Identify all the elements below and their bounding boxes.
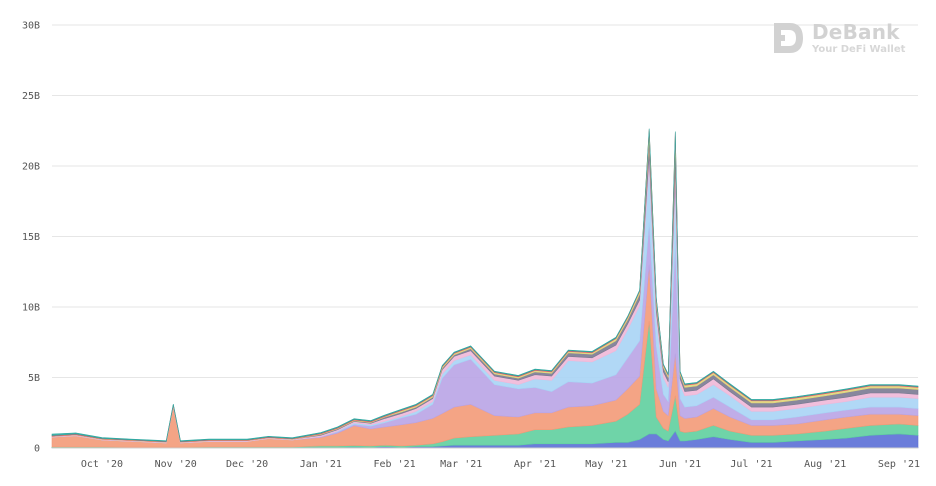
- brand-name: DeBank: [812, 19, 900, 44]
- x-tick-label: Jan '21: [300, 459, 342, 470]
- y-tick-label: 0: [34, 444, 40, 455]
- grid-lines: [52, 24, 918, 378]
- axis-group: 0 5B 10B 15B 20B 25B 30B Oct '20 Nov '20 Dec '20 J…: [22, 21, 920, 471]
- x-tick-label: Nov '20: [155, 459, 197, 470]
- x-tick-label: Jul '21: [730, 459, 772, 470]
- x-tick-label: Mar '21: [440, 459, 482, 470]
- x-tick-label: Dec '20: [226, 459, 268, 470]
- x-tick-label: Jun '21: [659, 459, 701, 470]
- y-tick-label: 15B: [22, 232, 40, 243]
- x-tick-label: Sep '21: [878, 459, 920, 470]
- x-tick-label: May '21: [585, 459, 627, 470]
- debank-watermark: DeBank Your DeFi Wallet: [772, 18, 912, 58]
- y-tick-label: 30B: [22, 21, 40, 32]
- area-series-group: [51, 128, 919, 449]
- y-tick-label: 25B: [22, 91, 40, 102]
- area-series-10: [51, 128, 919, 442]
- brand-tagline: Your DeFi Wallet: [812, 43, 906, 55]
- x-tick-label: Feb '21: [374, 459, 416, 470]
- brand-text: DeBank Your DeFi Wallet: [812, 22, 905, 55]
- debank-logo-icon: [774, 23, 803, 53]
- y-tick-label: 10B: [22, 303, 40, 314]
- y-tick-label: 5B: [28, 373, 40, 384]
- x-tick-label: Apr '21: [514, 459, 556, 470]
- x-tick-label: Oct '20: [81, 459, 123, 470]
- x-tick-label: Aug '21: [804, 459, 846, 470]
- y-tick-label: 20B: [22, 162, 40, 173]
